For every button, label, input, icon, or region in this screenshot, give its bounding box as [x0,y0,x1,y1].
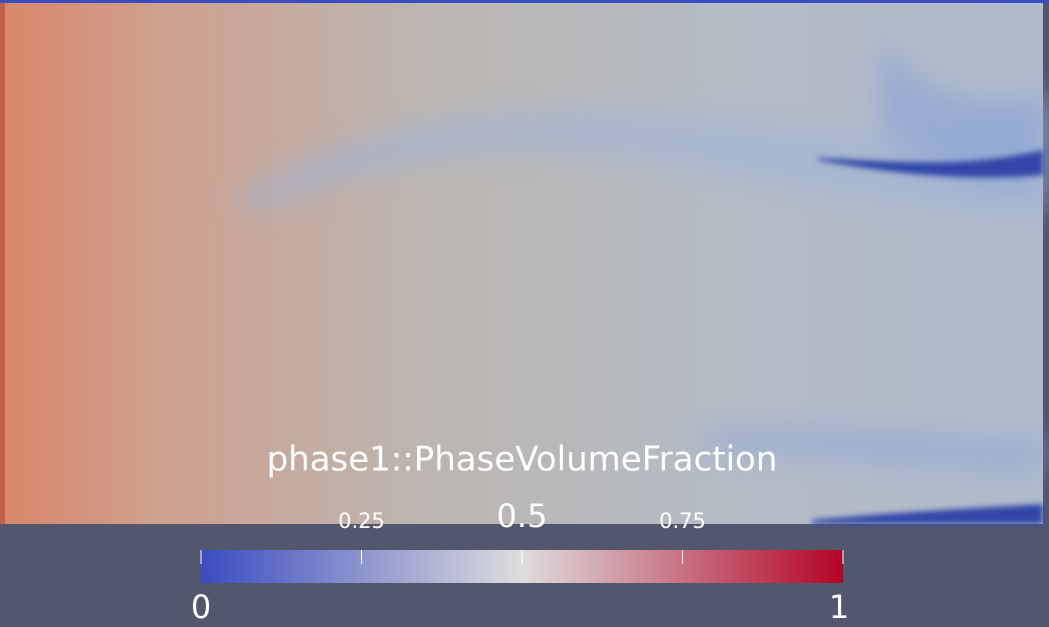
range-label: 0 [191,588,211,626]
range-label: 1 [829,588,849,626]
tick-label: 0.75 [659,509,706,533]
tick-label: 0.5 [497,497,548,535]
tick-label: 0.25 [338,509,385,533]
field [0,0,1049,524]
colorbar-title: phase1::PhaseVolumeFraction [267,440,778,480]
